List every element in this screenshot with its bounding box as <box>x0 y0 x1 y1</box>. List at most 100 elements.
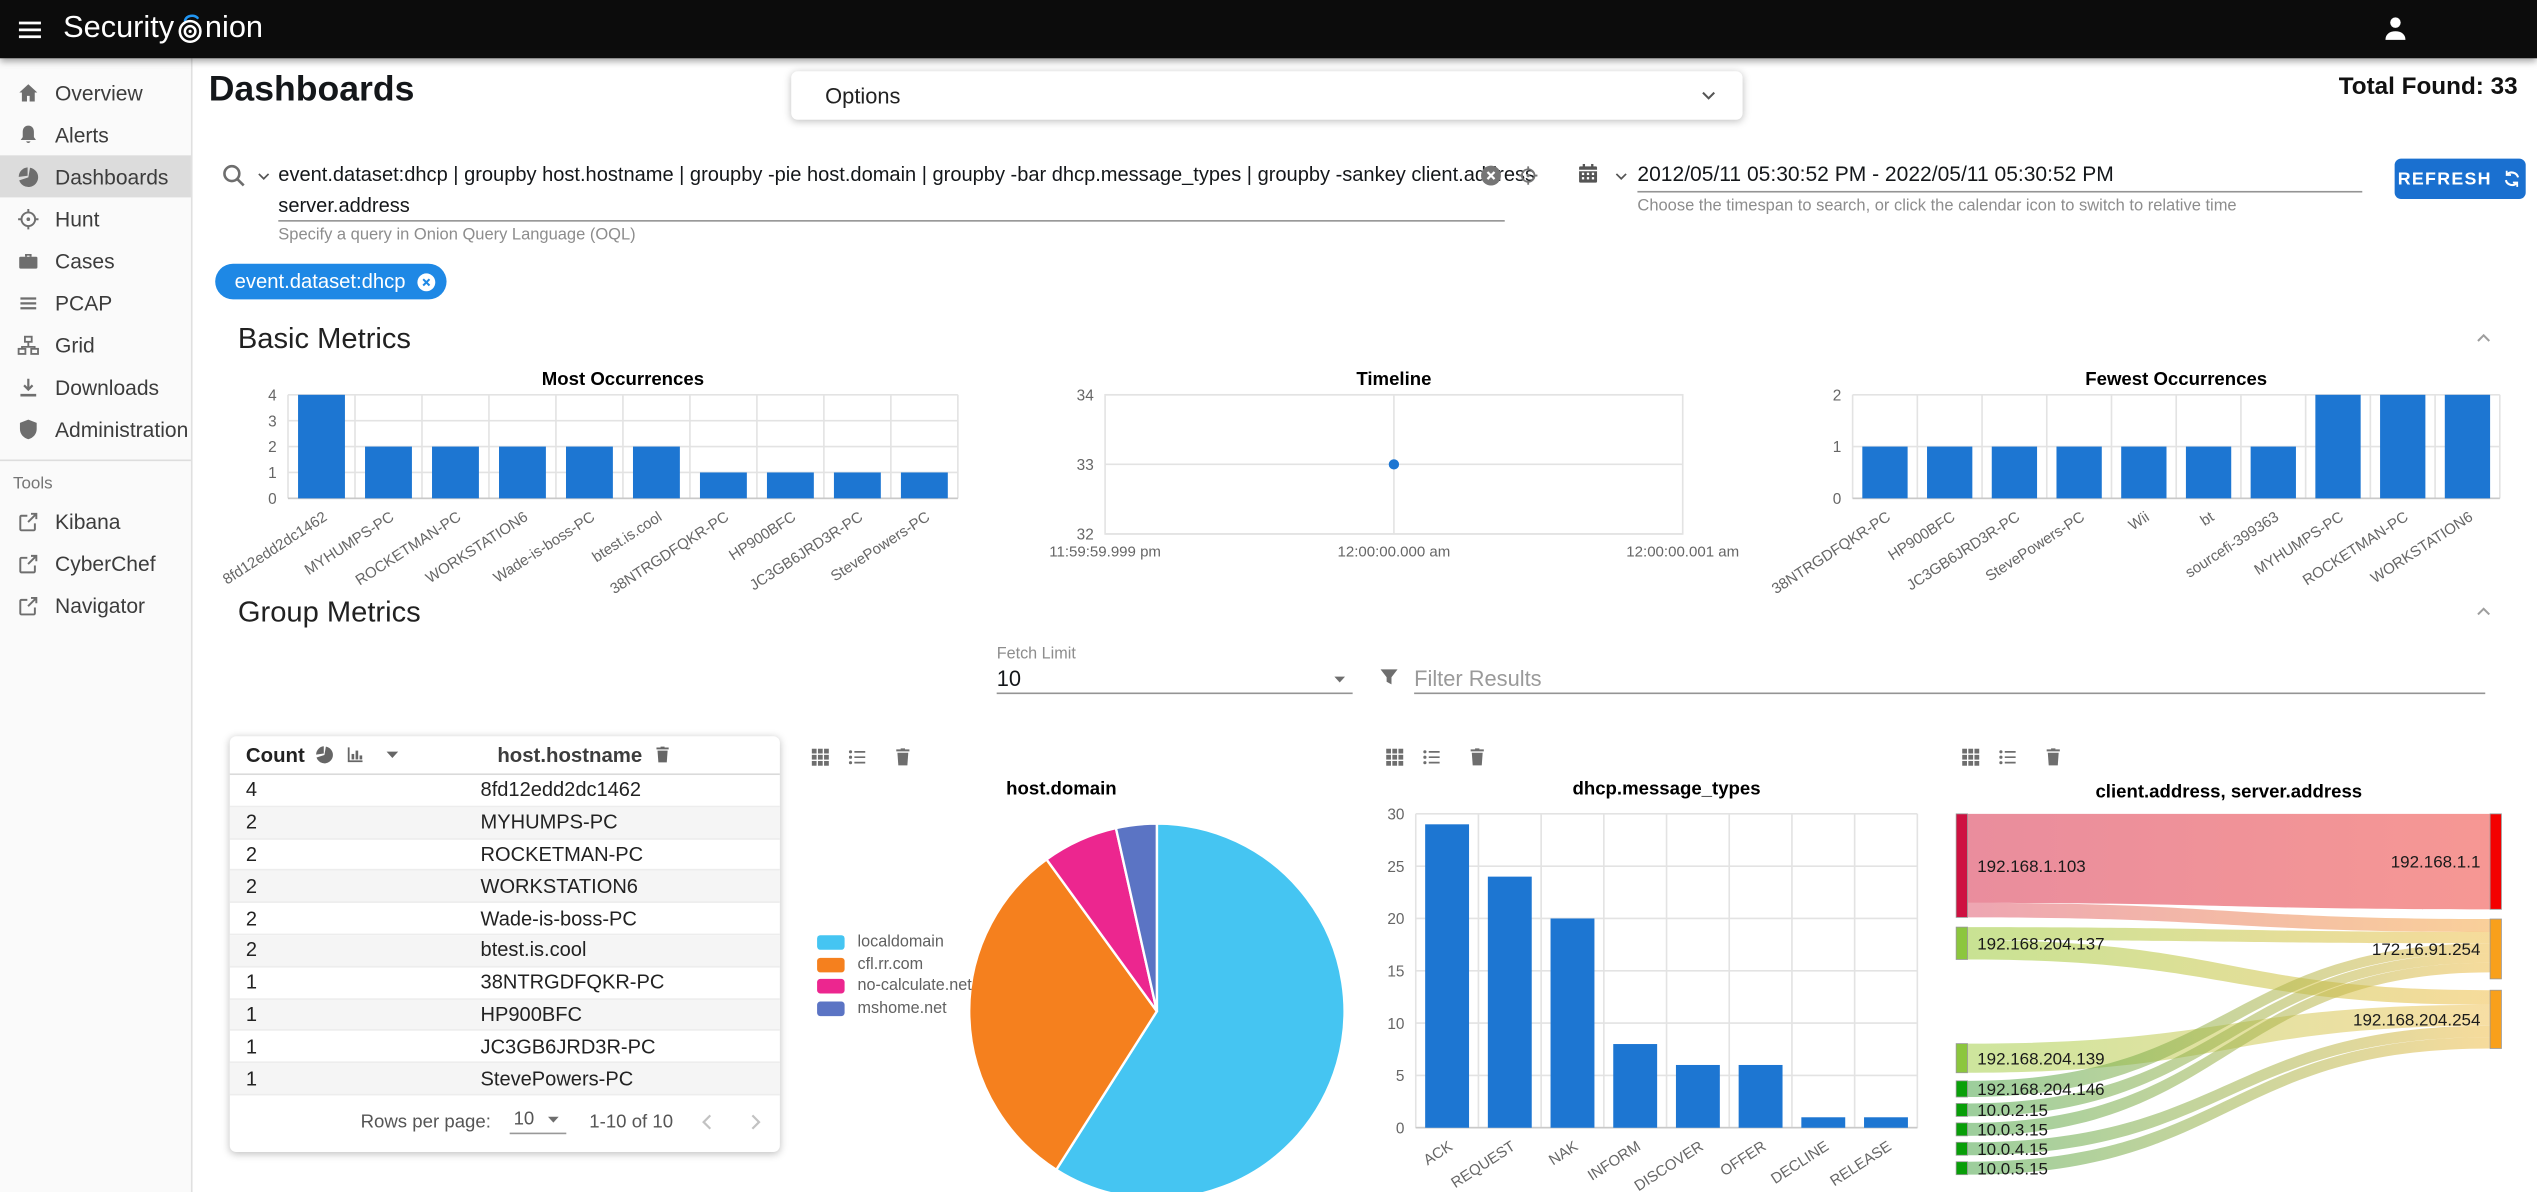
refresh-button[interactable]: REFRESH <box>2394 158 2526 200</box>
sankey-node[interactable] <box>2489 989 2502 1049</box>
bar[interactable] <box>2315 394 2361 499</box>
hostname-cell[interactable]: StevePowers-PC <box>480 1067 634 1090</box>
bar[interactable] <box>699 472 747 499</box>
sankey-link[interactable] <box>1967 813 2491 910</box>
timespan-range[interactable]: 2012/05/11 05:30:52 PM - 2022/05/11 05:3… <box>1637 161 2114 187</box>
sankey-node[interactable] <box>2489 813 2502 910</box>
query-input[interactable]: event.dataset:dhcp | groupby host.hostna… <box>278 160 1535 220</box>
count-cell[interactable]: 1 <box>245 1003 258 1026</box>
bar[interactable] <box>432 446 479 499</box>
bar[interactable] <box>365 446 412 499</box>
dhcp-message-types-chart[interactable]: dhcp.message_types 0 5 10 15 20 25 30 ACKREQUEST… <box>1375 777 1933 1192</box>
menu-icon[interactable] <box>16 15 44 43</box>
table-view-icon[interactable] <box>1959 746 1982 769</box>
delete-panel-icon[interactable] <box>1466 746 1489 769</box>
sidebar-item-dashboards[interactable]: Dashboards <box>0 155 191 198</box>
query-target-icon[interactable] <box>1516 163 1540 187</box>
bar[interactable] <box>2121 446 2167 499</box>
bar[interactable] <box>2185 446 2232 499</box>
sidebar-item-alerts[interactable]: Alerts <box>0 113 191 155</box>
count-cell[interactable]: 2 <box>245 907 258 930</box>
bar[interactable] <box>900 472 948 499</box>
sankey-node[interactable] <box>1955 926 1968 960</box>
sankey-link[interactable] <box>1967 927 2491 944</box>
hostname-cell[interactable]: WORKSTATION6 <box>480 874 638 898</box>
bar[interactable] <box>1487 876 1532 1128</box>
basic-metrics-collapse-icon[interactable] <box>2472 327 2495 350</box>
sankey-node[interactable] <box>1955 813 1968 918</box>
hostname-cell[interactable]: 8fd12edd2dc1462 <box>480 778 642 802</box>
bar[interactable] <box>1991 446 2038 499</box>
legend-item[interactable]: no-calculate.net <box>817 976 972 998</box>
table-view-icon[interactable] <box>809 746 832 769</box>
sort-caret-icon[interactable] <box>382 744 403 765</box>
fetch-limit-select[interactable]: 10 <box>996 666 1022 691</box>
data-point[interactable] <box>1388 459 1400 470</box>
sidebar-item-grid[interactable]: Grid <box>0 324 191 366</box>
timeline-chart[interactable]: Timeline 32 33 34 11:59:59.999 pm 12:00:00.00… <box>1049 368 1739 566</box>
delete-panel-icon[interactable] <box>892 746 915 769</box>
filter-results-input[interactable]: Filter Results <box>1414 666 1542 691</box>
sidebar-item-cases[interactable]: Cases <box>0 239 191 281</box>
count-cell[interactable]: 2 <box>245 842 258 866</box>
sankey-node[interactable] <box>1955 1122 1968 1137</box>
count-column-header[interactable]: Count <box>245 743 305 767</box>
pie-slice[interactable] <box>1054 822 1346 1192</box>
page-next-icon[interactable] <box>743 1111 767 1135</box>
bar[interactable] <box>766 472 814 499</box>
clear-query-icon[interactable] <box>1479 163 1503 187</box>
sidebar-item-downloads[interactable]: Downloads <box>0 366 191 408</box>
hostname-cell[interactable]: ROCKETMAN-PC <box>480 842 644 866</box>
count-cell[interactable]: 4 <box>245 778 258 802</box>
sankey-node[interactable] <box>1955 1141 1968 1156</box>
most-occurrences-chart[interactable]: Most Occurrences012348fd12edd2dc1462MYHU… <box>220 368 971 598</box>
options-dropdown[interactable]: Options <box>791 71 1743 120</box>
sidebar-item-kibana[interactable]: Kibana <box>0 500 191 542</box>
hostname-column-header[interactable]: host.hostname <box>497 743 643 767</box>
count-cell[interactable]: 1 <box>245 1035 258 1058</box>
group-metrics-collapse-icon[interactable] <box>2472 600 2495 623</box>
bar[interactable] <box>1675 1064 1720 1128</box>
host-domain-pie-chart[interactable]: host.domain <box>817 777 1351 1192</box>
bar[interactable] <box>1862 446 1908 499</box>
list-view-icon[interactable] <box>1997 746 2020 769</box>
sankey-node[interactable] <box>1955 1161 1968 1176</box>
list-view-icon[interactable] <box>1421 746 1444 769</box>
sidebar-item-hunt[interactable]: Hunt <box>0 197 191 239</box>
bar[interactable] <box>1801 1117 1846 1128</box>
filter-chip-close-icon[interactable] <box>415 271 436 292</box>
bar[interactable] <box>1550 918 1595 1128</box>
bar[interactable] <box>499 446 546 499</box>
sidebar-item-overview[interactable]: Overview <box>0 71 191 113</box>
bar-toggle-icon[interactable] <box>345 744 366 765</box>
sankey-link[interactable] <box>1967 943 2491 1098</box>
count-cell[interactable]: 2 <box>245 939 258 962</box>
bar[interactable] <box>2056 446 2102 499</box>
sidebar-item-cyberchef[interactable]: CyberChef <box>0 542 191 584</box>
pie-slice[interactable] <box>967 857 1159 1172</box>
sankey-link[interactable] <box>1967 1025 2491 1156</box>
bar[interactable] <box>2444 394 2491 499</box>
client-server-sankey-chart[interactable]: client.address, server.address 192.168.1.… <box>1950 777 2508 1192</box>
delete-panel-icon[interactable] <box>2042 746 2065 769</box>
fewest-occurrences-chart[interactable]: Fewest Occurrences01238NTRGDFQKR-PCHP900… <box>1769 368 2524 598</box>
bar[interactable] <box>1425 824 1470 1128</box>
bar[interactable] <box>1927 446 1973 499</box>
count-cell[interactable]: 2 <box>245 874 258 898</box>
sankey-node[interactable] <box>1955 1080 1968 1098</box>
hostname-cell[interactable]: HP900BFC <box>480 1003 582 1026</box>
user-account-icon[interactable] <box>2380 13 2411 44</box>
sankey-link[interactable] <box>1967 902 2491 932</box>
legend-item[interactable]: localdomain <box>817 932 972 954</box>
rows-per-page-select[interactable]: 10 <box>510 1111 567 1135</box>
list-view-icon[interactable] <box>846 746 869 769</box>
calendar-icon[interactable] <box>1576 162 1600 186</box>
legend-item[interactable]: cfl.rr.com <box>817 954 972 976</box>
sankey-node[interactable] <box>2489 918 2502 980</box>
fetch-limit-caret-icon[interactable] <box>1330 670 1349 689</box>
hostname-cell[interactable]: JC3GB6JRD3R-PC <box>480 1035 656 1058</box>
filter-chip[interactable]: event.dataset:dhcp <box>215 263 446 300</box>
bar[interactable] <box>1738 1064 1783 1128</box>
bar[interactable] <box>565 446 613 499</box>
bar[interactable] <box>1613 1044 1658 1128</box>
